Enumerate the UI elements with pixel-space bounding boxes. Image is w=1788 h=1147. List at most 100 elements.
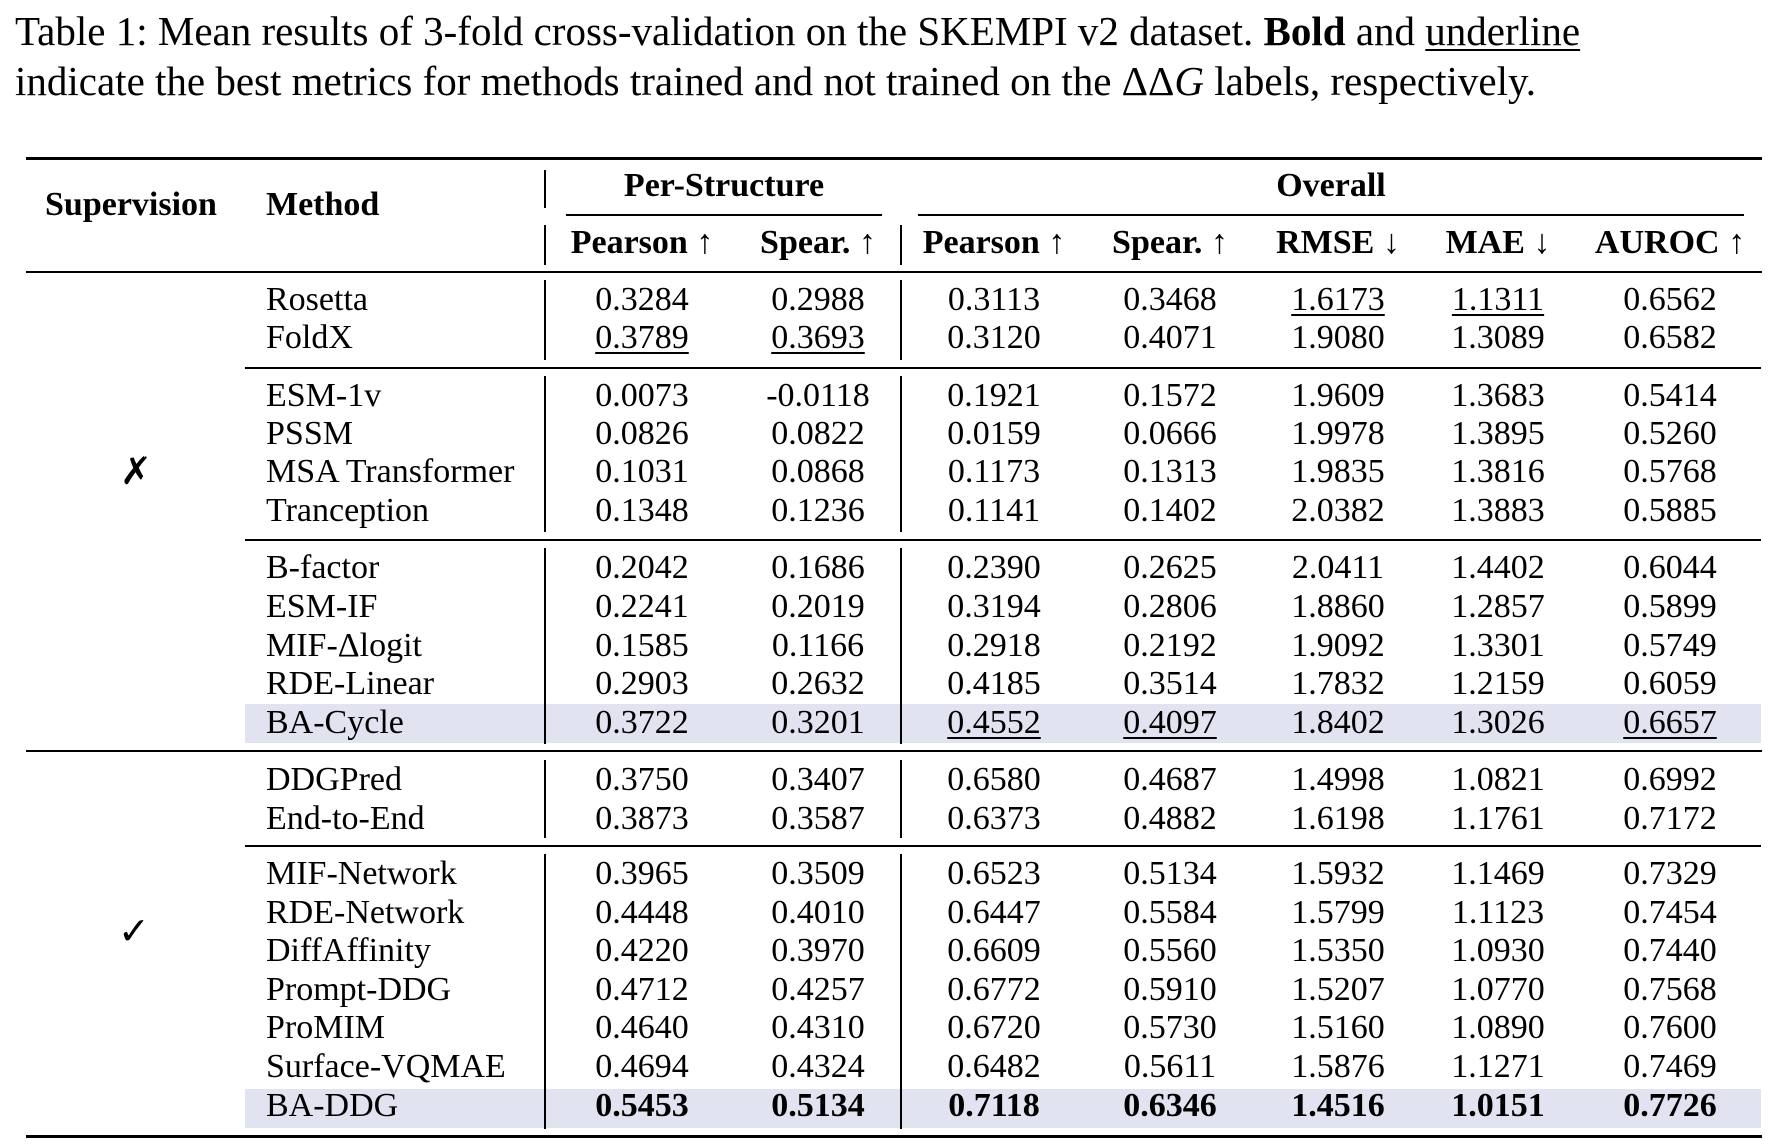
check-mark-icon: ✓ <box>118 911 150 953</box>
value-cell: 0.5560 <box>1123 932 1217 969</box>
header-vbar <box>544 225 546 265</box>
value-cell: 1.9092 <box>1291 627 1385 664</box>
value-cell: 0.0822 <box>771 415 865 452</box>
value-cell: 0.4694 <box>595 1048 689 1085</box>
value-cell: 2.0411 <box>1291 549 1385 586</box>
value-cell: 0.3965 <box>595 855 689 892</box>
method-cell: Tranception <box>266 492 430 529</box>
value-cell: 0.5768 <box>1623 453 1717 490</box>
value-cell: 0.3693 <box>771 319 865 356</box>
value-cell: 1.2159 <box>1451 665 1545 702</box>
value-cell: 1.5799 <box>1291 894 1385 931</box>
caption-label: Table 1: <box>15 8 148 54</box>
value-cell: 1.0821 <box>1451 761 1545 798</box>
value-cell: -0.0118 <box>766 377 870 414</box>
method-cell: DiffAffinity <box>266 932 431 969</box>
value-cell: 0.1402 <box>1123 492 1217 529</box>
method-cell: BA-Cycle <box>266 704 404 741</box>
cross-mark-icon: ✗ <box>120 451 152 493</box>
table-caption: Table 1: Mean results of 3-fold cross-va… <box>15 8 1581 104</box>
header-supervision: Supervision <box>45 186 217 223</box>
column-vbar <box>900 760 902 838</box>
value-cell: 0.5584 <box>1123 894 1217 931</box>
col-header: Pearson ↑ <box>570 224 714 261</box>
method-cell: DDGPred <box>266 761 402 798</box>
value-cell: 1.3683 <box>1451 377 1545 414</box>
value-cell: 0.2632 <box>771 665 865 702</box>
method-cell: Rosetta <box>266 281 368 318</box>
column-vbar <box>544 854 546 1129</box>
value-cell: 1.0151 <box>1451 1087 1545 1124</box>
value-cell: 0.7469 <box>1623 1048 1717 1085</box>
value-cell: 0.0826 <box>595 415 689 452</box>
value-cell: 1.7832 <box>1291 665 1385 702</box>
value-cell: 0.3587 <box>771 800 865 837</box>
value-cell: 0.1686 <box>771 549 865 586</box>
value-cell: 1.6173 <box>1291 281 1385 318</box>
value-cell: 1.4402 <box>1451 549 1545 586</box>
header-method: Method <box>266 186 380 223</box>
value-cell: 1.4998 <box>1291 761 1385 798</box>
value-cell: 0.7600 <box>1623 1009 1717 1046</box>
value-cell: 1.8860 <box>1291 588 1385 625</box>
value-cell: 0.3514 <box>1123 665 1217 702</box>
value-cell: 0.1031 <box>595 453 689 490</box>
caption-bold-word: Bold <box>1263 8 1346 54</box>
value-cell: 1.3816 <box>1451 453 1545 490</box>
column-vbar <box>544 376 546 532</box>
value-cell: 0.4257 <box>771 971 865 1008</box>
value-cell: 0.5260 <box>1623 415 1717 452</box>
value-cell: 2.0382 <box>1291 492 1385 529</box>
value-cell: 0.5611 <box>1123 1048 1217 1085</box>
value-cell: 0.6720 <box>947 1009 1041 1046</box>
value-cell: 0.4185 <box>947 665 1041 702</box>
value-cell: 1.0930 <box>1451 932 1545 969</box>
value-cell: 0.2241 <box>595 588 689 625</box>
value-cell: 0.1313 <box>1123 453 1217 490</box>
value-cell: 0.1173 <box>947 453 1041 490</box>
value-cell: 1.9609 <box>1291 377 1385 414</box>
value-cell: 0.2192 <box>1123 627 1217 664</box>
value-cell: 0.4882 <box>1123 800 1217 837</box>
method-cell: ESM-1v <box>266 377 382 414</box>
value-cell: 0.5134 <box>771 1087 865 1124</box>
header-rule <box>26 271 1762 273</box>
value-cell: 1.5876 <box>1291 1048 1385 1085</box>
col-header: Spear. ↑ <box>760 224 876 261</box>
value-cell: 0.3873 <box>595 800 689 837</box>
value-cell: 0.6482 <box>947 1048 1041 1085</box>
column-vbar <box>544 280 546 360</box>
value-cell: 0.0159 <box>947 415 1041 452</box>
row-highlight <box>245 704 1761 743</box>
value-cell: 0.2625 <box>1123 549 1217 586</box>
value-cell: 0.7568 <box>1623 971 1717 1008</box>
value-cell: 0.3722 <box>595 704 689 741</box>
row-highlight <box>245 1089 1761 1128</box>
value-cell: 0.4220 <box>595 932 689 969</box>
value-cell: 0.3201 <box>771 704 865 741</box>
value-cell: 0.7329 <box>1623 855 1717 892</box>
value-cell: 0.5414 <box>1623 377 1717 414</box>
value-cell: 1.2857 <box>1451 588 1545 625</box>
value-cell: 1.1311 <box>1451 281 1545 318</box>
value-cell: 0.4640 <box>595 1009 689 1046</box>
value-cell: 0.1141 <box>947 492 1041 529</box>
value-cell: 1.9835 <box>1291 453 1385 490</box>
value-cell: 0.3407 <box>771 761 865 798</box>
group-divider <box>245 845 1761 847</box>
per-structure-rule <box>566 214 882 216</box>
value-cell: 0.0073 <box>595 377 689 414</box>
value-cell: 1.3089 <box>1451 319 1545 356</box>
method-cell: MIF-Network <box>266 855 457 892</box>
value-cell: 1.5160 <box>1291 1009 1385 1046</box>
value-cell: 0.2918 <box>947 627 1041 664</box>
value-cell: 1.0890 <box>1451 1009 1545 1046</box>
value-cell: 0.4552 <box>947 704 1041 741</box>
col-header: Spear. ↑ <box>1112 224 1228 261</box>
value-cell: 1.5932 <box>1291 855 1385 892</box>
column-vbar <box>900 280 902 360</box>
header-vbar <box>544 170 546 208</box>
method-cell: MIF-Δlogit <box>266 627 422 664</box>
value-cell: 0.2988 <box>771 281 865 318</box>
value-cell: 1.9080 <box>1291 319 1385 356</box>
